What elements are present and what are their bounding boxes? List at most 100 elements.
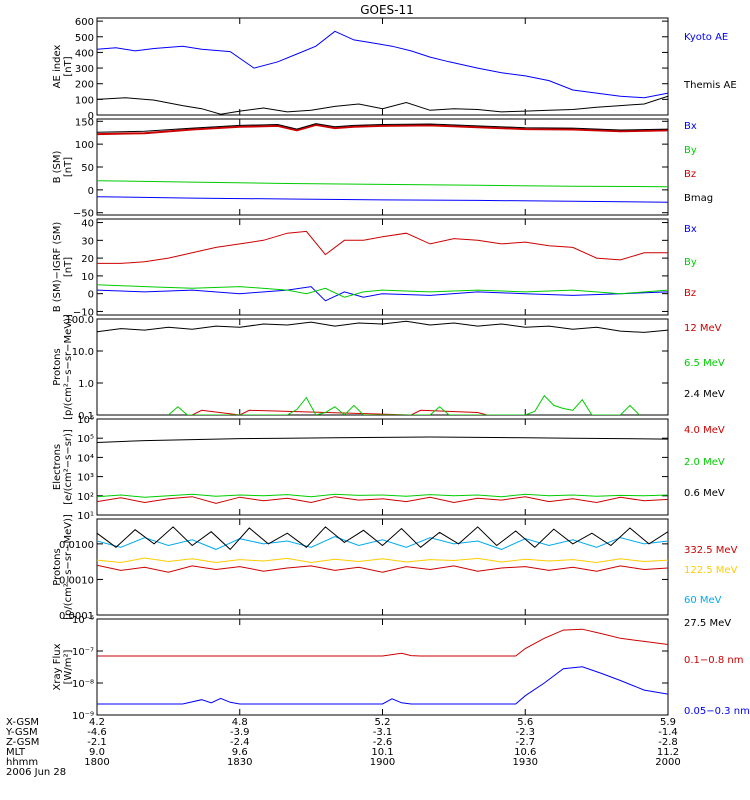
ephemeris-value: -2.1 <box>87 737 107 748</box>
ephemeris-value: -4.6 <box>87 727 107 738</box>
ephemeris-row-label: Z-GSM <box>6 737 39 748</box>
y-tick-label: −10 <box>73 307 94 318</box>
legend-entry: 122.5 MeV <box>684 565 738 576</box>
panel-frame <box>96 17 669 116</box>
y-tick-label: 10⁻⁶ <box>72 615 94 626</box>
panel-4: 0.1 1.0 10.0 100.0Protons[p/(cm²−s−sr−MeV)]… <box>52 314 725 422</box>
ephemeris-value: -3.1 <box>373 727 393 738</box>
legend-entry: Kyoto AE <box>684 32 728 43</box>
legend-entry: 2.4 MeV <box>684 389 725 400</box>
y-tick-label: 100 <box>75 140 94 151</box>
ephemeris-value: -1.4 <box>658 727 678 738</box>
y-tick-label: 30 <box>81 236 94 247</box>
y-axis-label: Electrons[e/(cm²−s−sr)] <box>52 429 74 505</box>
y-tick-label: 10¹ <box>77 511 94 522</box>
y-tick-label: 10⁶ <box>77 415 94 426</box>
legend-entry: 2.0 MeV <box>684 457 725 468</box>
series-line <box>97 628 668 657</box>
series-line <box>97 564 668 573</box>
ephemeris-value: -2.6 <box>373 737 393 748</box>
series-line <box>97 666 668 705</box>
ephemeris-value: 5.9 <box>660 717 676 728</box>
y-tick-label: 10⁻⁸ <box>72 679 94 690</box>
panel-frame <box>96 118 669 216</box>
y-tick-label: 40 <box>81 219 94 230</box>
y-tick-label: 10⁵ <box>77 434 94 445</box>
ephemeris-value: 9.6 <box>232 747 248 758</box>
y-tick-label: 0.0100 <box>59 540 94 551</box>
legend-entry: 6.5 MeV <box>684 358 725 369</box>
y-axis-label: AE index[nT] <box>52 45 74 89</box>
ephemeris-value: 1830 <box>227 757 252 768</box>
y-tick-label: 10⁴ <box>77 453 94 464</box>
legend-entry: Bx <box>684 121 697 132</box>
series-line <box>97 496 668 504</box>
series-line <box>97 180 668 188</box>
ephemeris-row-label: Y-GSM <box>5 727 38 738</box>
legend-entry: 332.5 MeV <box>684 545 738 556</box>
y-axis-label: Protons[p/(cm²−s−sr−MeV)] <box>52 514 74 620</box>
series-line <box>97 536 668 550</box>
x-axis-ephemeris: X-GSM 4.2 4.8 5.2 5.6 5.9Y-GSM -4.6 -3.9 -3.1 -2.… <box>5 717 681 778</box>
panel-2: −50 0 50 100 150 B (SM)[nT] Bx By Bz Bmag <box>52 117 713 219</box>
series-line <box>97 286 668 302</box>
legend-entry: 60 MeV <box>684 595 722 606</box>
y-tick-label: 0 <box>88 111 94 122</box>
legend-entry: Bz <box>684 288 696 299</box>
panel-1: 0 100 200 300 400 500 600 AE index[nT] Kyoto AE T… <box>52 17 737 122</box>
ephemeris-value: -3.9 <box>230 727 250 738</box>
legend-entry: 27.5 MeV <box>684 618 731 629</box>
series-line <box>97 320 668 333</box>
panel-7: 10⁻⁹ 10⁻⁸ 10⁻⁷ 10⁻⁶ Xray Flux[W/m²] 0.1−0.8 n… <box>52 615 750 722</box>
ephemeris-row-label: MLT <box>6 747 26 758</box>
legend-entry: 4.0 MeV <box>684 425 725 436</box>
y-axis-label: B (SM)[nT] <box>52 150 74 183</box>
legend-entry: Bz <box>684 169 696 180</box>
legend-entry: By <box>684 257 697 268</box>
ephemeris-value: -2.4 <box>230 737 250 748</box>
y-tick-label: 50 <box>81 163 94 174</box>
date-label: 2006 Jun 28 <box>6 767 66 778</box>
y-tick-label: 10.0 <box>72 347 94 358</box>
y-tick-label: 300 <box>75 64 94 75</box>
legend-entry: Bx <box>684 224 697 235</box>
series-line <box>97 123 668 133</box>
ephemeris-value: 1800 <box>84 757 109 768</box>
y-tick-label: 400 <box>75 48 94 59</box>
y-tick-label: 10⁻⁹ <box>72 711 94 722</box>
y-tick-label: 1.0 <box>78 379 94 390</box>
y-tick-label: 0.0001 <box>59 611 94 622</box>
ephemeris-value: 11.2 <box>657 747 679 758</box>
ephemeris-value: -2.7 <box>515 737 535 748</box>
ephemeris-row-label: hhmm <box>6 757 38 768</box>
legend-entry: Bmag <box>684 193 713 204</box>
legend-entry: 0.1−0.8 nm <box>684 655 743 666</box>
series-line <box>97 557 668 564</box>
series-line <box>97 95 668 115</box>
series-line <box>97 526 668 551</box>
y-tick-label: 100.0 <box>65 315 94 326</box>
ephemeris-value: 1900 <box>370 757 395 768</box>
y-tick-label: −50 <box>73 209 94 220</box>
panel-6: 0.0001 0.0010 0.0100Protons[p/(cm²−s−sr−Me… <box>52 514 738 629</box>
ephemeris-value: 2000 <box>655 757 680 768</box>
y-tick-label: 0.1 <box>78 411 94 422</box>
y-tick-label: 200 <box>75 80 94 91</box>
series-line <box>97 436 668 443</box>
plot-title: GOES-11 <box>360 3 414 17</box>
y-tick-label: 100 <box>75 95 94 106</box>
series-line <box>97 30 668 99</box>
y-tick-label: 600 <box>75 17 94 28</box>
series-line <box>168 394 640 415</box>
ephemeris-value: 10.6 <box>514 747 536 758</box>
panel-5: 10¹ 10² 10³ 10⁴ 10⁵ 10⁶Electrons[e/(cm²−s−sr)… <box>52 415 725 522</box>
ephemeris-value: -2.3 <box>515 727 535 738</box>
ephemeris-value: 4.2 <box>89 717 105 728</box>
panel-3: −10 0 10 20 30 40 B (SM)−IGRF (SM)[nT] Bx By Bz <box>52 218 697 318</box>
y-tick-label: 10³ <box>77 473 94 484</box>
series-line <box>97 284 668 298</box>
y-tick-label: 10 <box>81 272 94 283</box>
series-line <box>97 196 668 203</box>
ephemeris-value: 4.8 <box>232 717 248 728</box>
